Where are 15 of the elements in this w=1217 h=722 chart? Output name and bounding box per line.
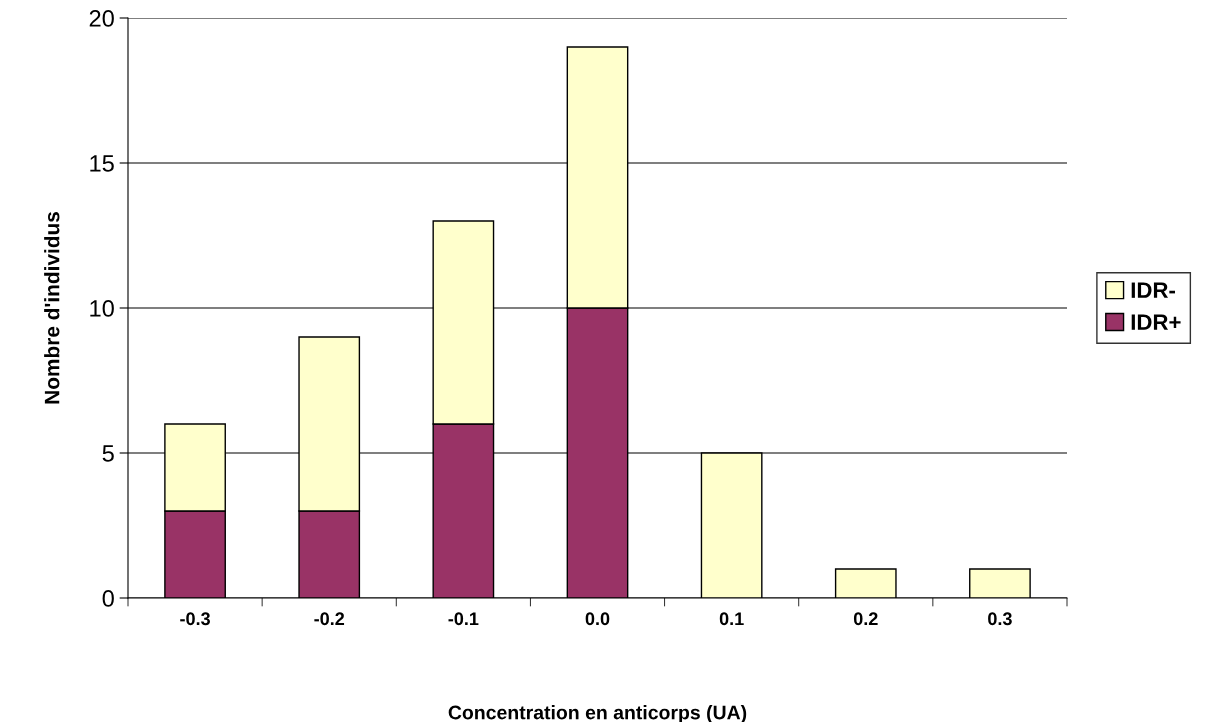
y-tick-label: 10	[90, 300, 114, 317]
x-tick-label: 0.0	[585, 612, 610, 626]
x-tick-label: -0.3	[180, 612, 210, 626]
x-tick-label: 0.1	[719, 612, 744, 626]
x-tick-label: -0.1	[448, 612, 479, 626]
y-axis-title: Nombre d'individus	[44, 212, 60, 404]
x-tick-label: 0.2	[853, 612, 878, 626]
y-tick-label: 15	[90, 155, 114, 172]
x-tick-label: 0.3	[988, 612, 1012, 626]
y-tick-label: 20	[89, 10, 114, 27]
legend-label: IDR-	[1131, 282, 1176, 298]
legend-label: IDR+	[1131, 314, 1181, 330]
y-tick-label: 0	[102, 590, 114, 607]
x-tick-label: -0.2	[314, 612, 345, 626]
y-tick-label: 5	[102, 445, 114, 462]
